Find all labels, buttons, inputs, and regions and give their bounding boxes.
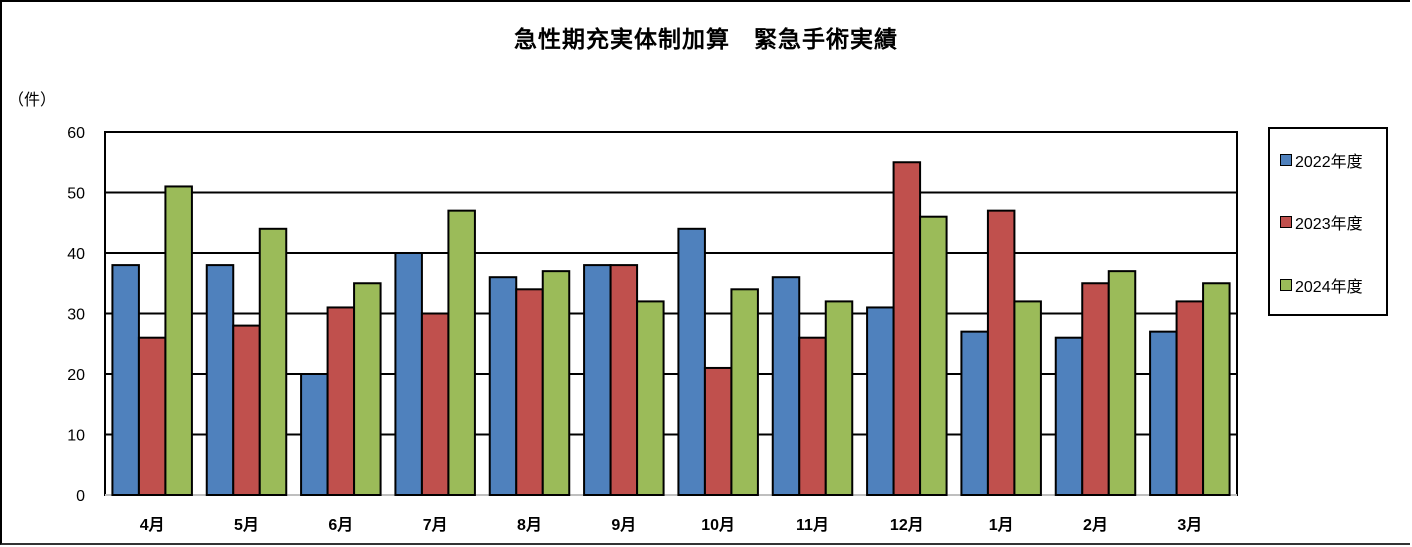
y-tick-label: 60 [67,125,85,142]
bar [1013,300,1042,496]
y-tick-label: 0 [76,488,85,505]
bar [583,264,612,496]
bar [1202,282,1231,496]
bar [488,276,518,497]
legend: 2022年度 2023年度 2024年度 [1268,127,1388,316]
y-tick-label: 50 [67,186,85,203]
bar [798,336,827,497]
bar [824,300,854,496]
bar [1107,270,1137,496]
legend-label: 2022年度 [1295,154,1363,171]
x-tick-label: 4月 [140,516,165,534]
bar [258,227,288,497]
bar [609,264,639,496]
gridlines [104,131,1238,496]
bar [541,270,571,496]
legend-swatch-icon [1280,216,1292,228]
bar [730,288,759,496]
bar [232,324,261,496]
chart-title: 急性期充実体制加算 緊急手術実績 [514,26,898,52]
legend-item-2023: 2023年度 [1280,210,1363,234]
x-tick-label: 12月 [890,516,924,534]
bar [205,264,235,496]
x-tick-label: 1月 [989,516,1014,534]
y-tick-label: 10 [67,428,85,445]
bar [1054,336,1084,497]
bar [1175,300,1205,496]
y-tick-label: 40 [67,246,85,263]
x-tick-label: 8月 [517,516,542,534]
bars [111,161,1231,497]
bar [919,215,948,496]
bar [394,252,423,496]
y-tick-label: 20 [67,367,85,384]
x-tick-label: 7月 [423,516,448,534]
bar [892,161,922,496]
x-tick-label: 6月 [328,516,353,534]
x-tick-label: 11月 [796,516,829,534]
y-axis-ticks: 0 10 20 30 40 50 60 [67,125,85,505]
bar [326,306,356,497]
bar [1081,282,1110,496]
x-tick-label: 5月 [234,516,259,534]
x-tick-label: 2月 [1083,516,1108,534]
bar [771,276,801,497]
x-tick-label: 10月 [701,516,735,534]
bar [164,185,193,496]
bar [353,282,382,496]
bar [636,300,665,496]
bar [703,366,733,497]
bar [960,330,989,496]
legend-item-2024: 2024年度 [1280,273,1363,297]
bar [420,312,450,496]
legend-label: 2023年度 [1295,216,1363,233]
bar [137,336,167,497]
y-tick-label: 30 [67,307,85,324]
legend-label: 2024年度 [1295,279,1363,296]
bar [515,288,544,496]
bar [111,264,140,496]
bar [300,373,329,496]
bar [677,227,706,497]
bar [866,306,895,497]
y-axis-unit-label: （件） [8,92,57,109]
x-tick-label: 9月 [611,516,636,534]
legend-swatch-icon [1280,154,1292,166]
bar [447,209,476,496]
legend-item-2022: 2022年度 [1280,148,1363,172]
legend-swatch-icon [1280,279,1292,291]
x-tick-label: 3月 [1177,516,1202,534]
x-axis-ticks: 4月 5月 6月 7月 8月 9月 10月 11月 12月 1月 2月 3月 [140,516,1203,534]
bar [1149,330,1178,496]
bar [986,209,1016,496]
